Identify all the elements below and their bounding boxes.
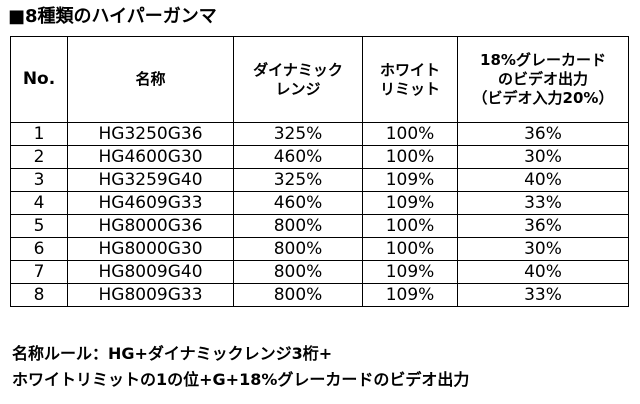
cell-white-limit: 100% — [362, 214, 458, 238]
cell-white-limit: 109% — [362, 168, 458, 192]
cell-name: HG3259G40 — [67, 168, 234, 192]
cell-no: 1 — [10, 122, 68, 146]
cell-gray-output: 36% — [457, 214, 629, 238]
cell-white-limit: 100% — [362, 122, 458, 146]
cell-no: 3 — [10, 168, 68, 192]
cell-gray-output: 33% — [457, 191, 629, 215]
table-row: 3 HG3259G40 325% 109% 40% — [10, 168, 629, 192]
hypergamma-table: No. 名称 ダイナミック レンジ ホワイト リミット 18%グレーカード のビ… — [10, 36, 629, 307]
cell-no: 2 — [10, 145, 68, 169]
cell-white-limit: 100% — [362, 237, 458, 261]
cell-no: 6 — [10, 237, 68, 261]
cell-no: 5 — [10, 214, 68, 238]
header-white-limit-line2: リミット — [379, 79, 440, 98]
table-row: 5 HG8000G36 800% 100% 36% — [10, 214, 629, 238]
cell-gray-output: 40% — [457, 260, 629, 284]
cell-name: HG8000G36 — [67, 214, 234, 238]
cell-dynamic-range: 325% — [233, 168, 363, 192]
cell-gray-output: 30% — [457, 237, 629, 261]
table-row: 6 HG8000G30 800% 100% 30% — [10, 237, 629, 261]
header-dynamic-range: ダイナミック レンジ — [233, 36, 363, 123]
header-white-limit: ホワイト リミット — [362, 36, 458, 123]
cell-no: 4 — [10, 191, 68, 215]
table-row: 4 HG4609G33 460% 109% 33% — [10, 191, 629, 215]
header-no: No. — [10, 36, 68, 123]
cell-dynamic-range: 800% — [233, 260, 363, 284]
header-gray-output: 18%グレーカード のビデオ出力 （ビデオ入力20%） — [457, 36, 629, 123]
header-row: No. 名称 ダイナミック レンジ ホワイト リミット 18%グレーカード のビ… — [10, 36, 629, 123]
cell-gray-output: 33% — [457, 283, 629, 307]
table-row: 7 HG8009G40 800% 109% 40% — [10, 260, 629, 284]
cell-dynamic-range: 800% — [233, 214, 363, 238]
cell-name: HG8009G33 — [67, 283, 234, 307]
cell-white-limit: 109% — [362, 191, 458, 215]
cell-gray-output: 36% — [457, 122, 629, 146]
header-dynamic-range-line1: ダイナミック — [253, 60, 343, 79]
header-gray-output-line2: のビデオ出力 — [497, 70, 588, 88]
header-dynamic-range-line2: レンジ — [275, 79, 321, 98]
cell-name: HG4609G33 — [67, 191, 234, 215]
cell-dynamic-range: 800% — [233, 237, 363, 261]
header-white-limit-line1: ホワイト — [379, 60, 440, 79]
cell-name: HG4600G30 — [67, 145, 234, 169]
table-row: 2 HG4600G30 460% 100% 30% — [10, 145, 629, 169]
cell-name: HG8000G30 — [67, 237, 234, 261]
cell-white-limit: 109% — [362, 260, 458, 284]
naming-rule-line2: ホワイトリミットの1の位+G+18%グレーカードのビデオ出力 — [12, 370, 470, 389]
cell-dynamic-range: 325% — [233, 122, 363, 146]
cell-name: HG8009G40 — [67, 260, 234, 284]
cell-dynamic-range: 800% — [233, 283, 363, 307]
cell-dynamic-range: 460% — [233, 191, 363, 215]
header-gray-output-line3: （ビデオ入力20%） — [472, 89, 614, 107]
cell-no: 8 — [10, 283, 68, 307]
cell-white-limit: 100% — [362, 145, 458, 169]
cell-name: HG3250G36 — [67, 122, 234, 146]
table-row: 8 HG8009G33 800% 109% 33% — [10, 283, 629, 307]
header-name: 名称 — [67, 36, 234, 123]
cell-dynamic-range: 460% — [233, 145, 363, 169]
cell-gray-output: 40% — [457, 168, 629, 192]
cell-white-limit: 109% — [362, 283, 458, 307]
naming-rule-line1: 名称ルール：HG+ダイナミックレンジ3桁+ — [12, 344, 333, 363]
cell-gray-output: 30% — [457, 145, 629, 169]
header-gray-output-line1: 18%グレーカード — [480, 51, 606, 69]
table-row: 1 HG3250G36 325% 100% 36% — [10, 122, 629, 146]
cell-no: 7 — [10, 260, 68, 284]
page-title: ■8種類のハイパーガンマ — [8, 6, 217, 27]
